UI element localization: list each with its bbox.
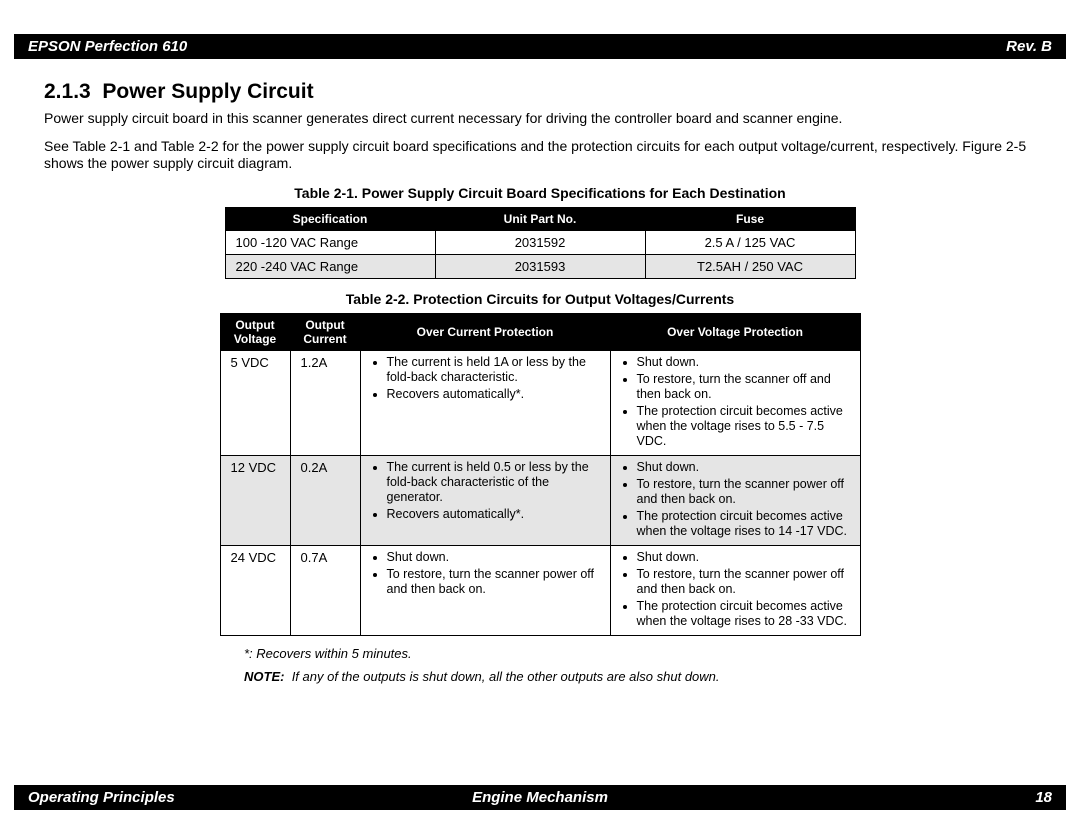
table-protection: Output VoltageOutput CurrentOver Current… [220,313,861,636]
header-right: Rev. B [1006,38,1052,55]
footnote: *: Recovers within 5 minutes. [244,646,1036,661]
header-left: EPSON Perfection 610 [28,38,187,55]
page-content: 2.1.3 Power Supply Circuit Power supply … [44,66,1036,774]
header-bar: EPSON Perfection 610 Rev. B [14,34,1066,59]
paragraph-1: Power supply circuit board in this scann… [44,110,1036,128]
table-specifications: SpecificationUnit Part No.Fuse100 -120 V… [225,207,856,279]
section-number: 2.1.3 [44,80,91,103]
note-text: If any of the outputs is shut down, all … [292,669,720,684]
footer-bar: Operating Principles Engine Mechanism 18 [14,785,1066,810]
section-heading: 2.1.3 Power Supply Circuit [44,80,1036,104]
footer-right: 18 [1035,789,1052,806]
footer-left: Operating Principles [28,789,175,806]
note-label: NOTE: [244,669,284,684]
note: NOTE: If any of the outputs is shut down… [244,669,1036,684]
table2-caption: Table 2-2. Protection Circuits for Outpu… [44,291,1036,307]
section-title: Power Supply Circuit [102,80,313,103]
paragraph-2: See Table 2-1 and Table 2-2 for the powe… [44,138,1036,173]
footer-center: Engine Mechanism [472,789,608,806]
table1-caption: Table 2-1. Power Supply Circuit Board Sp… [44,185,1036,201]
